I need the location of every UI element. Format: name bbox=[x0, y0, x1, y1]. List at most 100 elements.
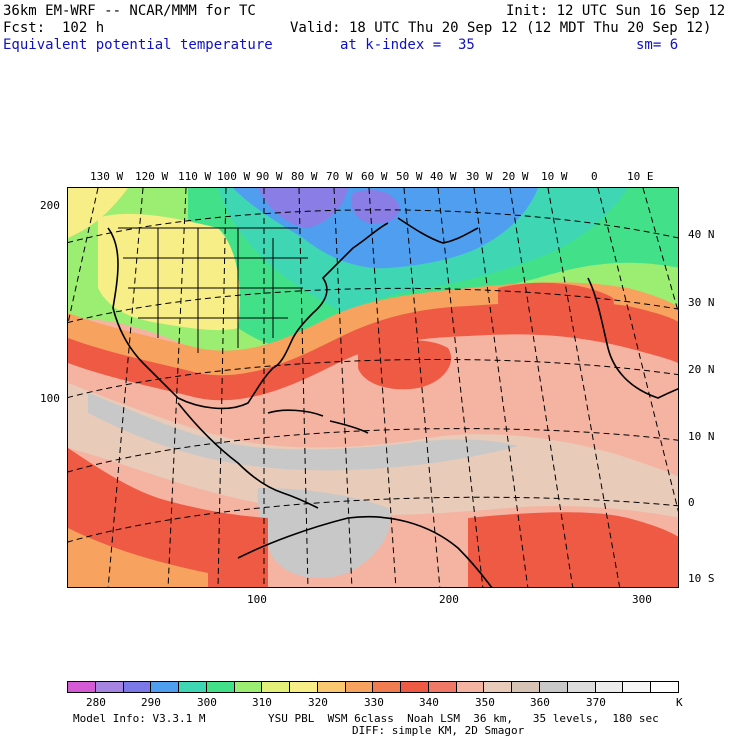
field-band-yellow bbox=[68, 188, 240, 331]
state-border-grid bbox=[118, 227, 308, 353]
valid-time: Valid: 18 UTC Thu 20 Sep 12 (12 MDT Thu … bbox=[290, 20, 712, 36]
init-time: Init: 12 UTC Sun 16 Sep 12 bbox=[506, 3, 726, 19]
lon-label: 110 W bbox=[178, 170, 212, 183]
lon-label: 10 W bbox=[541, 170, 568, 183]
legend-swatch bbox=[401, 682, 429, 692]
legend-label: 280 bbox=[86, 696, 106, 709]
legend-swatch bbox=[123, 682, 152, 692]
lon-label: 60 W bbox=[361, 170, 388, 183]
model-info: Model Info: V3.3.1 M bbox=[73, 712, 206, 725]
lon-label: 100 W bbox=[217, 170, 251, 183]
legend-swatch bbox=[567, 682, 596, 692]
field-name: Equivalent potential temperature bbox=[3, 37, 273, 53]
meridian-line bbox=[368, 188, 397, 587]
meridian-line bbox=[642, 188, 678, 313]
legend-label: 330 bbox=[364, 696, 384, 709]
legend-swatch bbox=[317, 682, 346, 692]
legend-swatch bbox=[95, 682, 124, 692]
meridian-line bbox=[437, 188, 484, 587]
legend-swatch bbox=[651, 682, 678, 692]
lat-label: 30 N bbox=[688, 296, 715, 309]
legend-label: 360 bbox=[530, 696, 550, 709]
legend-swatch bbox=[345, 682, 374, 692]
meridian-line bbox=[298, 188, 309, 587]
north-america-coast bbox=[107, 222, 389, 410]
lon-label: 10 E bbox=[627, 170, 654, 183]
lat-label: 20 N bbox=[688, 363, 715, 376]
central-america-coast bbox=[177, 402, 319, 509]
lon-label: 20 W bbox=[502, 170, 529, 183]
meridian-line bbox=[333, 188, 353, 587]
meridian-line bbox=[167, 188, 187, 587]
legend-unit: K bbox=[676, 696, 683, 709]
meridian-line bbox=[68, 188, 99, 326]
parallel-line bbox=[68, 209, 678, 244]
grid-x-label: 100 bbox=[247, 593, 267, 606]
grid-x-label: 300 bbox=[632, 593, 652, 606]
meridian-line bbox=[473, 188, 529, 587]
lat-label: 40 N bbox=[688, 228, 715, 241]
smoothing-label: sm= 6 bbox=[636, 37, 679, 53]
coastlines bbox=[107, 217, 678, 587]
lon-label: 130 W bbox=[90, 170, 124, 183]
africa-europe-coast bbox=[587, 277, 678, 399]
lon-label: 120 W bbox=[135, 170, 169, 183]
state-borders bbox=[118, 227, 308, 353]
south-america-coast bbox=[237, 515, 493, 587]
lon-label: 0 bbox=[591, 170, 598, 183]
legend-label: 370 bbox=[586, 696, 606, 709]
color-scale-legend bbox=[67, 681, 679, 693]
legend-label: 320 bbox=[308, 696, 328, 709]
legend-swatch bbox=[234, 682, 263, 692]
lon-label: 80 W bbox=[291, 170, 318, 183]
theta-e-map bbox=[67, 187, 679, 588]
lat-label: 0 bbox=[688, 496, 695, 509]
legend-swatch bbox=[512, 682, 541, 692]
forecast-hour: Fcst: 102 h bbox=[3, 20, 105, 36]
lat-label: 10 S bbox=[688, 572, 715, 585]
map-canvas bbox=[68, 188, 678, 587]
field-band-cold bbox=[258, 188, 399, 228]
parallel-line bbox=[68, 428, 678, 473]
meridian-line bbox=[547, 188, 621, 587]
field-band-gray bbox=[88, 393, 518, 578]
meridian-line bbox=[597, 188, 678, 513]
legend-swatch bbox=[428, 682, 457, 692]
legend-swatch bbox=[262, 682, 291, 692]
lon-label: 50 W bbox=[396, 170, 423, 183]
grid-x-label: 200 bbox=[439, 593, 459, 606]
legend-swatch bbox=[623, 682, 652, 692]
lon-label: 40 W bbox=[430, 170, 457, 183]
lon-label: 30 W bbox=[466, 170, 493, 183]
canada-maritime-coast bbox=[397, 217, 479, 244]
field-band-red-blob bbox=[358, 282, 614, 390]
field-band-orange-south bbox=[68, 528, 208, 587]
field-band-red-south bbox=[68, 448, 678, 587]
legend-swatch bbox=[373, 682, 402, 692]
legend-swatch bbox=[484, 682, 513, 692]
legend-swatch bbox=[595, 682, 624, 692]
grid-y-label: 100 bbox=[40, 392, 60, 405]
legend-label: 340 bbox=[419, 696, 439, 709]
legend-swatch bbox=[456, 682, 485, 692]
lon-label: 90 W bbox=[256, 170, 283, 183]
legend-swatch bbox=[179, 682, 207, 692]
meridian-line bbox=[403, 188, 441, 587]
lon-label: 70 W bbox=[326, 170, 353, 183]
meridian-line bbox=[509, 188, 574, 587]
graticule bbox=[68, 188, 678, 587]
legend-label: 300 bbox=[197, 696, 217, 709]
model-title: 36km EM-WRF -- NCAR/MMM for TC bbox=[3, 3, 256, 19]
meridian-line bbox=[107, 188, 144, 587]
legend-swatch bbox=[540, 682, 568, 692]
legend-label: 350 bbox=[475, 696, 495, 709]
legend-swatch bbox=[68, 682, 96, 692]
legend-swatch bbox=[206, 682, 235, 692]
legend-label: 290 bbox=[141, 696, 161, 709]
level-label: at k-index = 35 bbox=[340, 37, 475, 53]
legend-swatch bbox=[290, 682, 318, 692]
parallel-line bbox=[68, 496, 678, 543]
diffusion-info: DIFF: simple KM, 2D Smagor bbox=[352, 724, 525, 737]
parallel-line bbox=[68, 287, 678, 324]
meridian-line bbox=[217, 188, 227, 587]
